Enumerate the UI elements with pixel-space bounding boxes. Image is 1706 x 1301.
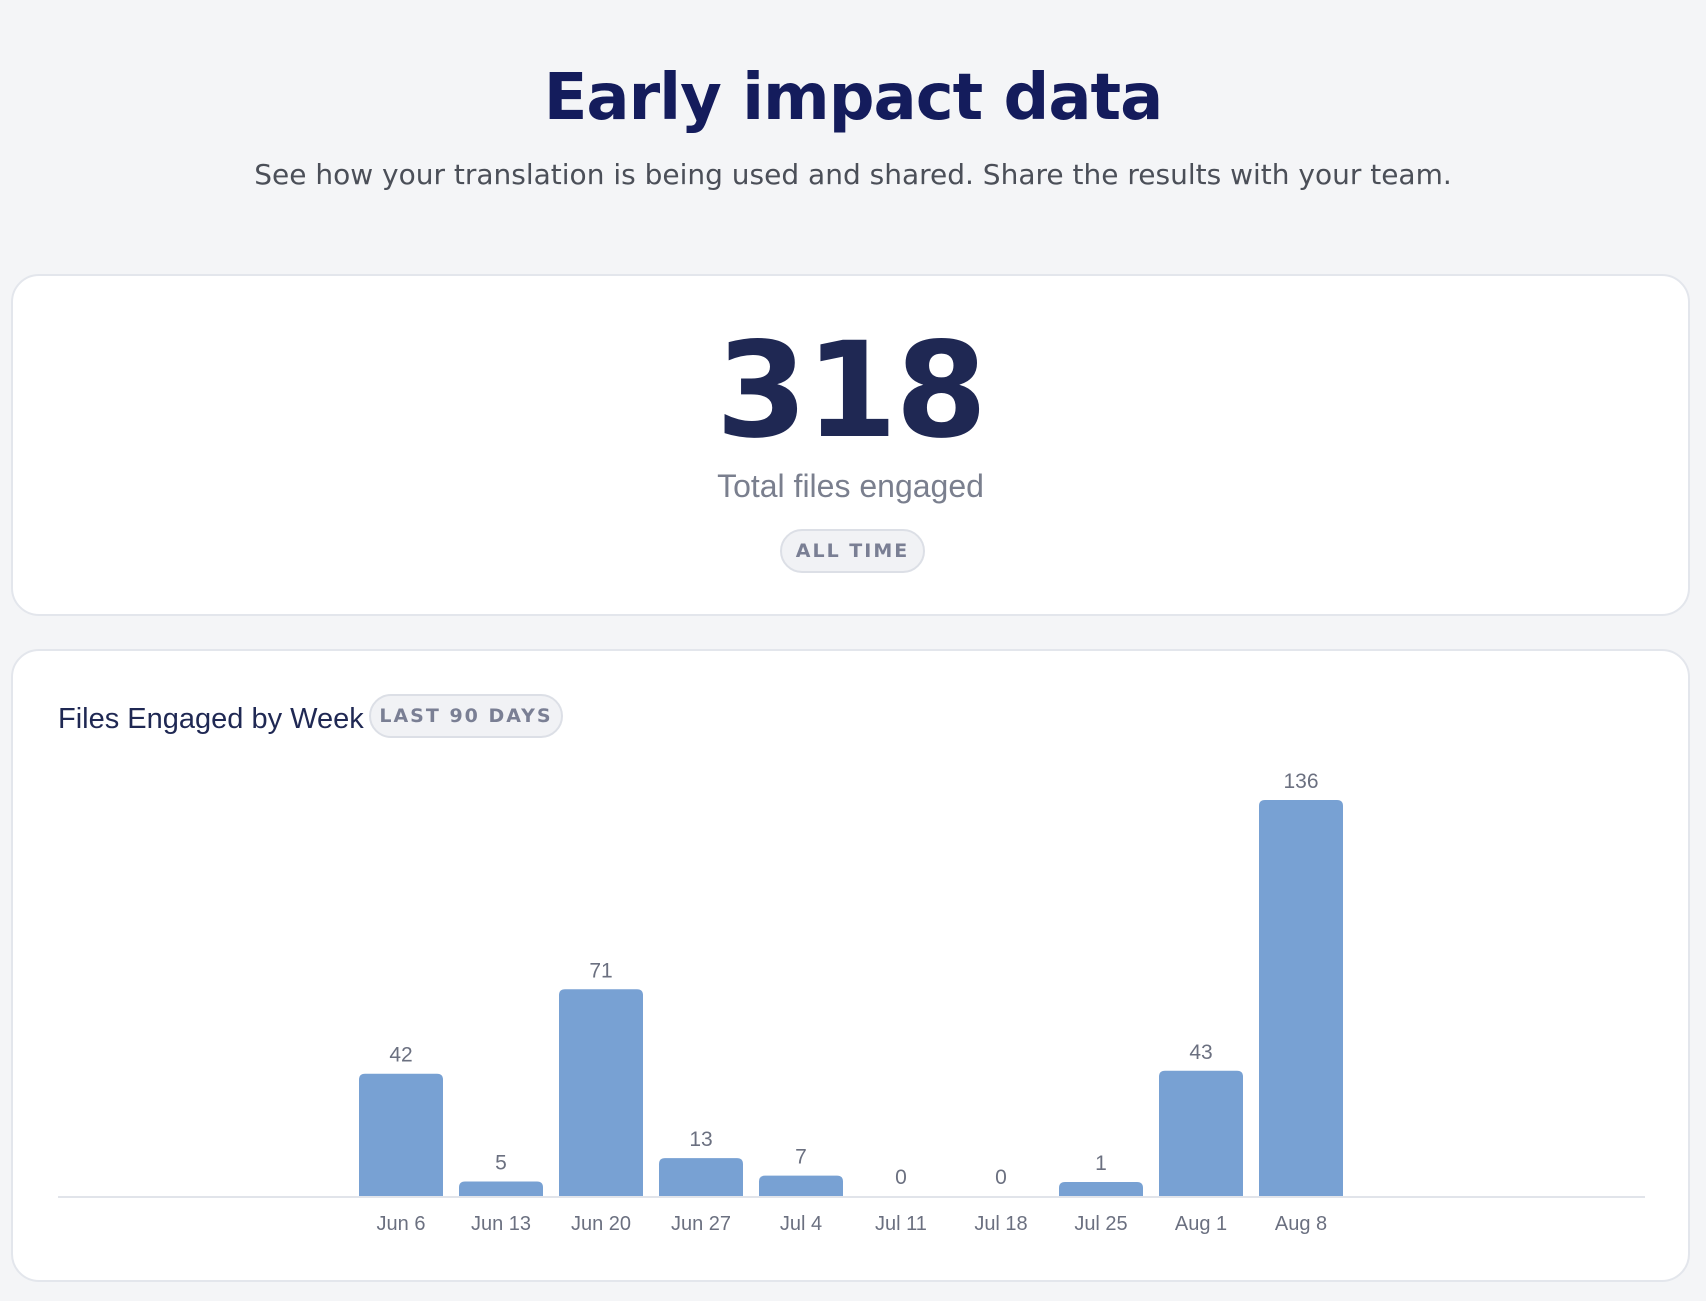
bar-jun-6[interactable] xyxy=(359,1073,443,1196)
bar-value-label: 1 xyxy=(1095,1152,1107,1175)
bar-jul-4[interactable] xyxy=(759,1175,843,1196)
total-files-card: 318 Total files engaged ALL TIME xyxy=(11,274,1690,616)
chart-title: Files Engaged by Week xyxy=(58,703,364,735)
bar-aug-8[interactable] xyxy=(1259,800,1343,1196)
bar-jun-13[interactable] xyxy=(459,1181,543,1196)
bar-value-label: 43 xyxy=(1189,1041,1212,1064)
bar-jun-27[interactable] xyxy=(659,1158,743,1196)
bar-aug-1[interactable] xyxy=(1159,1070,1243,1196)
bar-value-label: 13 xyxy=(689,1128,712,1151)
total-files-label: Total files engaged xyxy=(717,468,984,504)
x-tick-label: Jul 11 xyxy=(875,1213,927,1235)
bar-value-label: 0 xyxy=(995,1166,1007,1189)
last-90-days-badge: LAST 90 DAYS xyxy=(369,694,563,738)
bar-chart: 42 Jun 6 5 Jun 13 71 Jun 20 13 Jun 27 7 Jul 4 0 Jul… xyxy=(58,770,1645,1235)
x-tick-label: Jul 25 xyxy=(1074,1213,1127,1235)
total-files-value: 318 xyxy=(715,314,988,468)
bar-value-label: 7 xyxy=(795,1146,807,1169)
bar-value-label: 0 xyxy=(895,1166,907,1189)
bar-value-label: 71 xyxy=(589,959,612,982)
weekly-chart-card: Files Engaged by Week LAST 90 DAYS 42 Jun… xyxy=(11,649,1690,1282)
page-title: Early impact data xyxy=(543,61,1164,135)
x-tick-label: Jul 4 xyxy=(780,1213,822,1235)
bar-value-label: 42 xyxy=(389,1044,412,1067)
x-tick-label: Jun 13 xyxy=(471,1213,531,1235)
bar-jun-20[interactable] xyxy=(559,989,643,1196)
x-tick-label: Aug 8 xyxy=(1275,1213,1327,1235)
x-tick-label: Jun 6 xyxy=(377,1213,426,1235)
bar-value-label: 136 xyxy=(1283,770,1318,793)
bar-value-label: 5 xyxy=(495,1151,507,1174)
page-subtitle: See how your translation is being used a… xyxy=(254,158,1452,191)
x-tick-label: Jul 18 xyxy=(974,1213,1027,1235)
x-tick-label: Aug 1 xyxy=(1175,1213,1227,1235)
x-tick-label: Jun 27 xyxy=(671,1213,731,1235)
x-tick-label: Jun 20 xyxy=(571,1213,631,1235)
bar-jul-25[interactable] xyxy=(1059,1182,1143,1196)
all-time-badge: ALL TIME xyxy=(780,529,925,573)
